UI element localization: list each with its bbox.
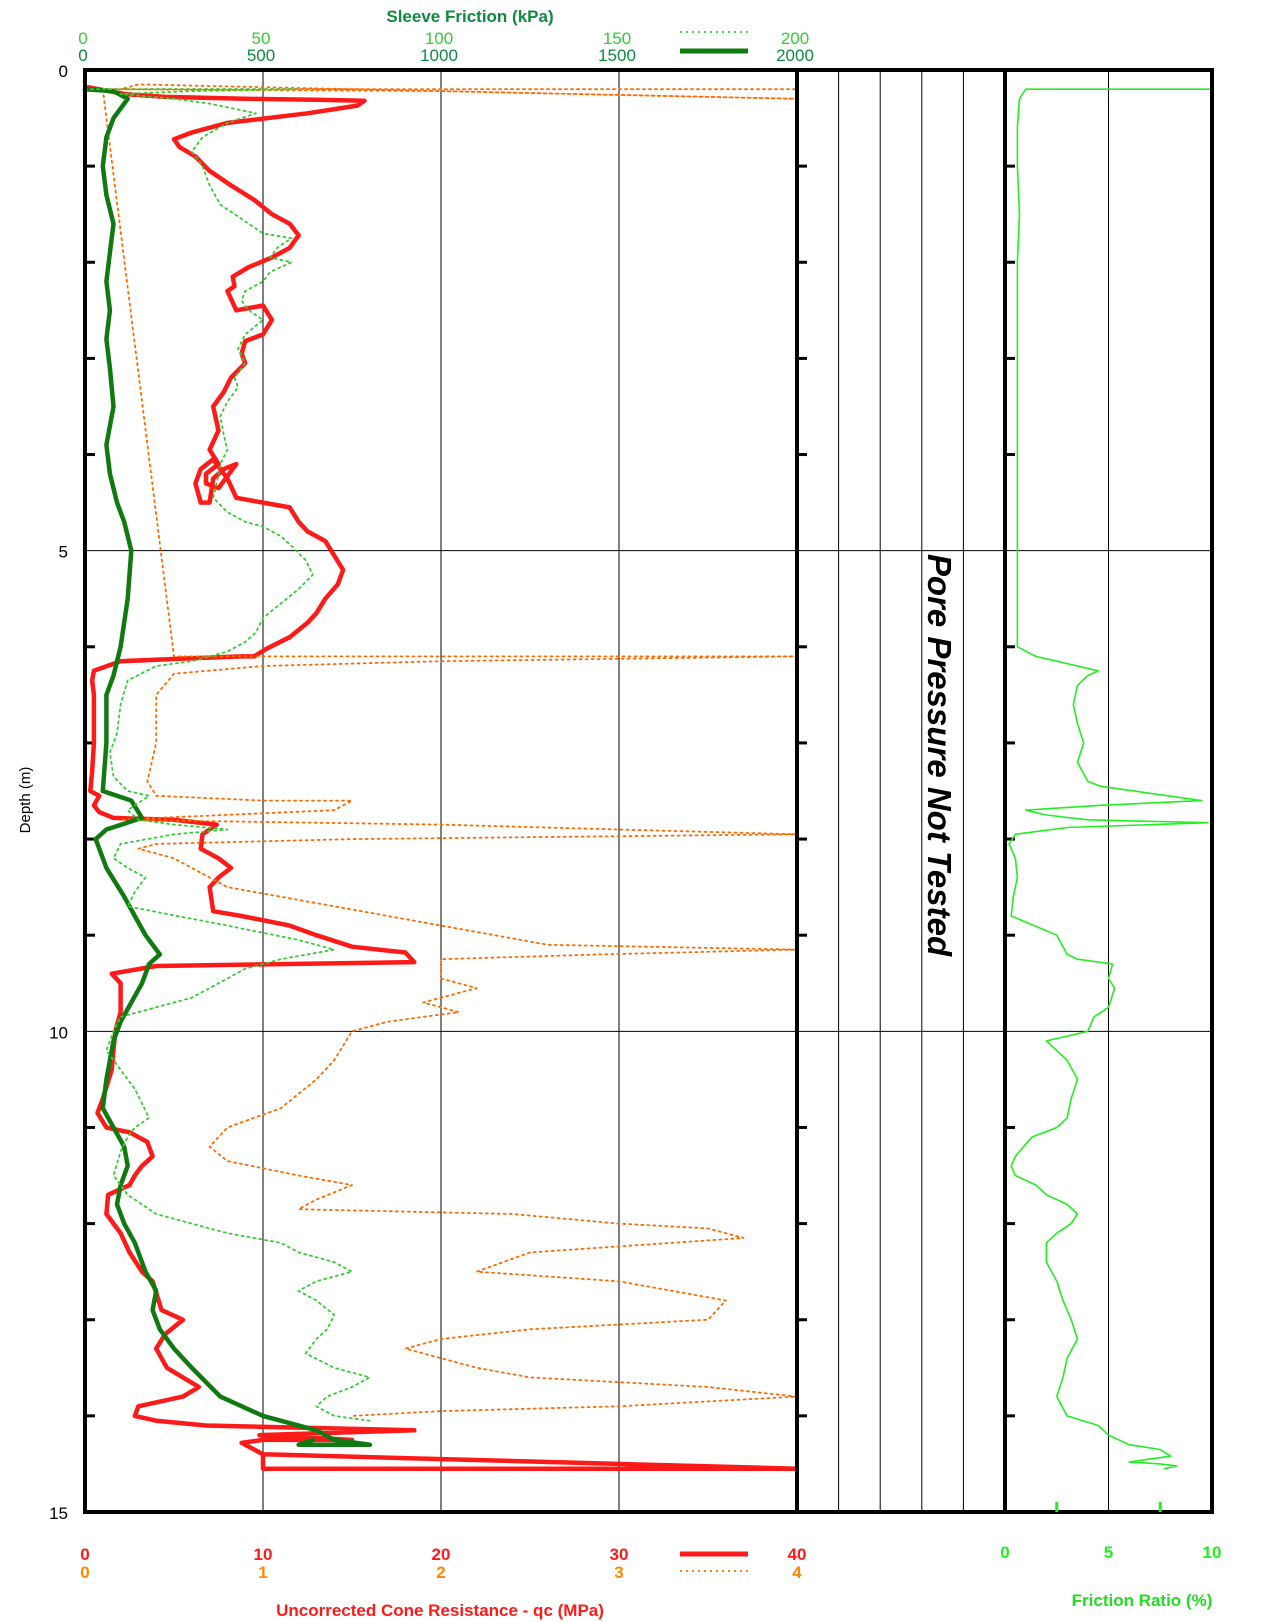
fs-tick-label-dotted: 100 [425,29,453,48]
qc-tick-label-solid: 0 [80,1545,89,1564]
depth-tick-label: 10 [49,1023,68,1042]
pore-pressure-not-tested-label: Pore Pressure Not Tested [921,554,958,957]
fs-tick-label-solid: 1000 [420,46,458,65]
panel-frame-3 [1003,68,1214,1514]
depth-tick-label: 15 [49,1504,68,1523]
qc-tick-label-dotted: 3 [614,1563,623,1582]
sleeve-friction-dotted-line [84,88,371,1422]
depth-tick-label: 5 [59,543,68,562]
friction-ratio-line [1008,88,1213,1470]
fs-tick-label-solid: 2000 [776,46,814,65]
qc-tick-label-dotted: 1 [258,1563,267,1582]
fs-tick-label-dotted: 150 [603,29,631,48]
cone-resistance-title: Uncorrected Cone Resistance - qc (MPa) [276,1601,604,1620]
qc-tick-label-solid: 30 [610,1545,629,1564]
fs-tick-label-solid: 1500 [598,46,636,65]
panel-frame-2 [795,68,1007,1514]
qc-tick-label-dotted: 0 [80,1563,89,1582]
friction-ratio-title: Friction Ratio (%) [1072,1591,1213,1610]
qc-tick-label-solid: 40 [788,1545,807,1564]
fr-tick-label: 5 [1104,1543,1113,1562]
qc-tick-label-solid: 20 [432,1545,451,1564]
qc-tick-label-solid: 10 [254,1545,273,1564]
sleeve-friction-title: Sleeve Friction (kPa) [386,7,553,26]
qc-tick-label-dotted: 4 [792,1563,802,1582]
fr-tick-label: 0 [1000,1543,1009,1562]
depth-axis-label: Depth (m) [17,767,34,834]
sleeve-friction-solid-line [82,86,373,1447]
fs-tick-label-solid: 500 [247,46,275,65]
cone-resistance-dotted-line [84,83,798,1417]
depth-tick-label: 0 [59,62,68,81]
fs-tick-label-solid: 0 [78,46,87,65]
fs-tick-label-dotted: 200 [781,29,809,48]
fs-tick-label-dotted: 0 [78,29,87,48]
qc-tick-label-dotted: 2 [436,1563,445,1582]
fs-tick-label-dotted: 50 [252,29,271,48]
fr-tick-label: 10 [1203,1543,1222,1562]
